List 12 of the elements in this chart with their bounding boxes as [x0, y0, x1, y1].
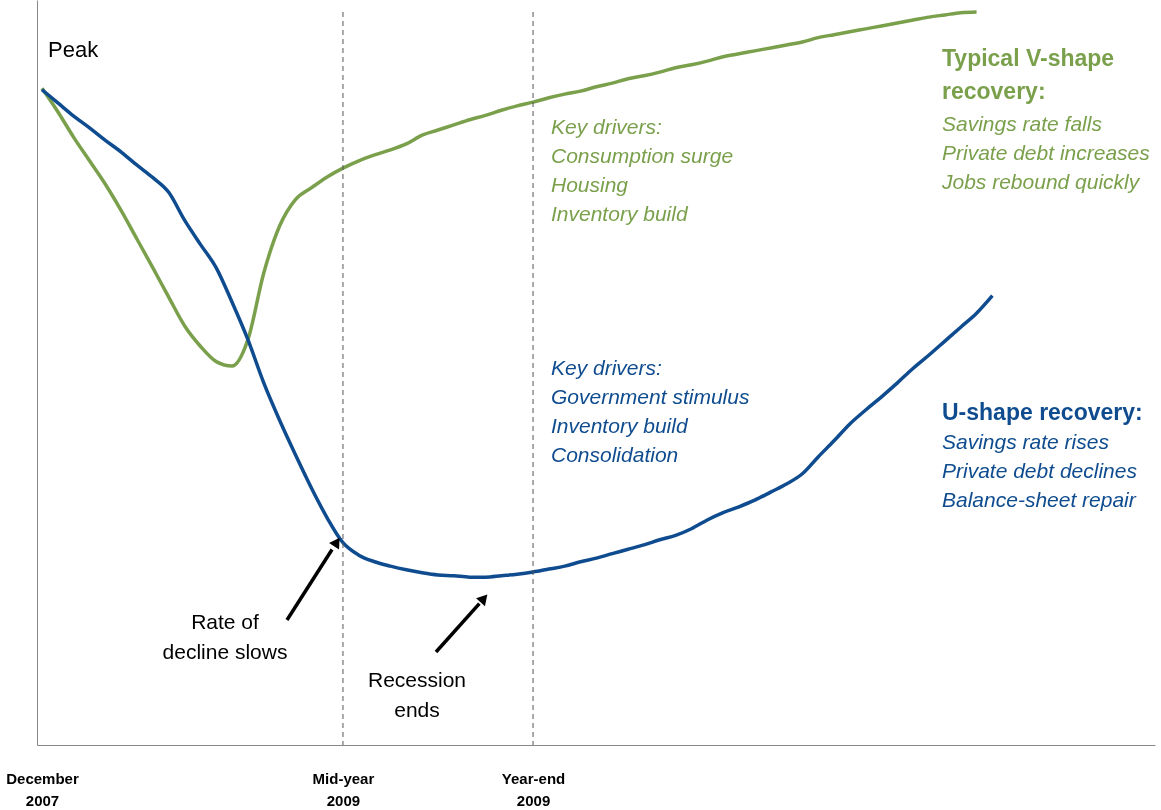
annotation: Savings rate rises Private debt declines Balance-sheet repair: [942, 430, 1138, 511]
annotation: Key drivers: Government stimulus Inventory build Consolidation: [551, 356, 750, 466]
annotation: Savings rate falls Private debt increases Jobs rebound quickly: [941, 112, 1151, 193]
annotation: Key drivers: Consumption surge Housing Inventory build: [551, 115, 734, 225]
annotation: Recession ends: [367, 668, 467, 721]
series-label: U-shape recovery:: [942, 399, 1143, 425]
annotation: Peak: [48, 37, 100, 62]
series-label: Typical V-shape recovery:: [942, 45, 1115, 104]
annotation: Rate of decline slows: [162, 610, 288, 663]
x-tick-label: December 2007: [6, 769, 79, 809]
x-tick-label: Year-end 2009: [501, 769, 566, 809]
x-tick-label: Mid-year 2009: [312, 769, 375, 809]
